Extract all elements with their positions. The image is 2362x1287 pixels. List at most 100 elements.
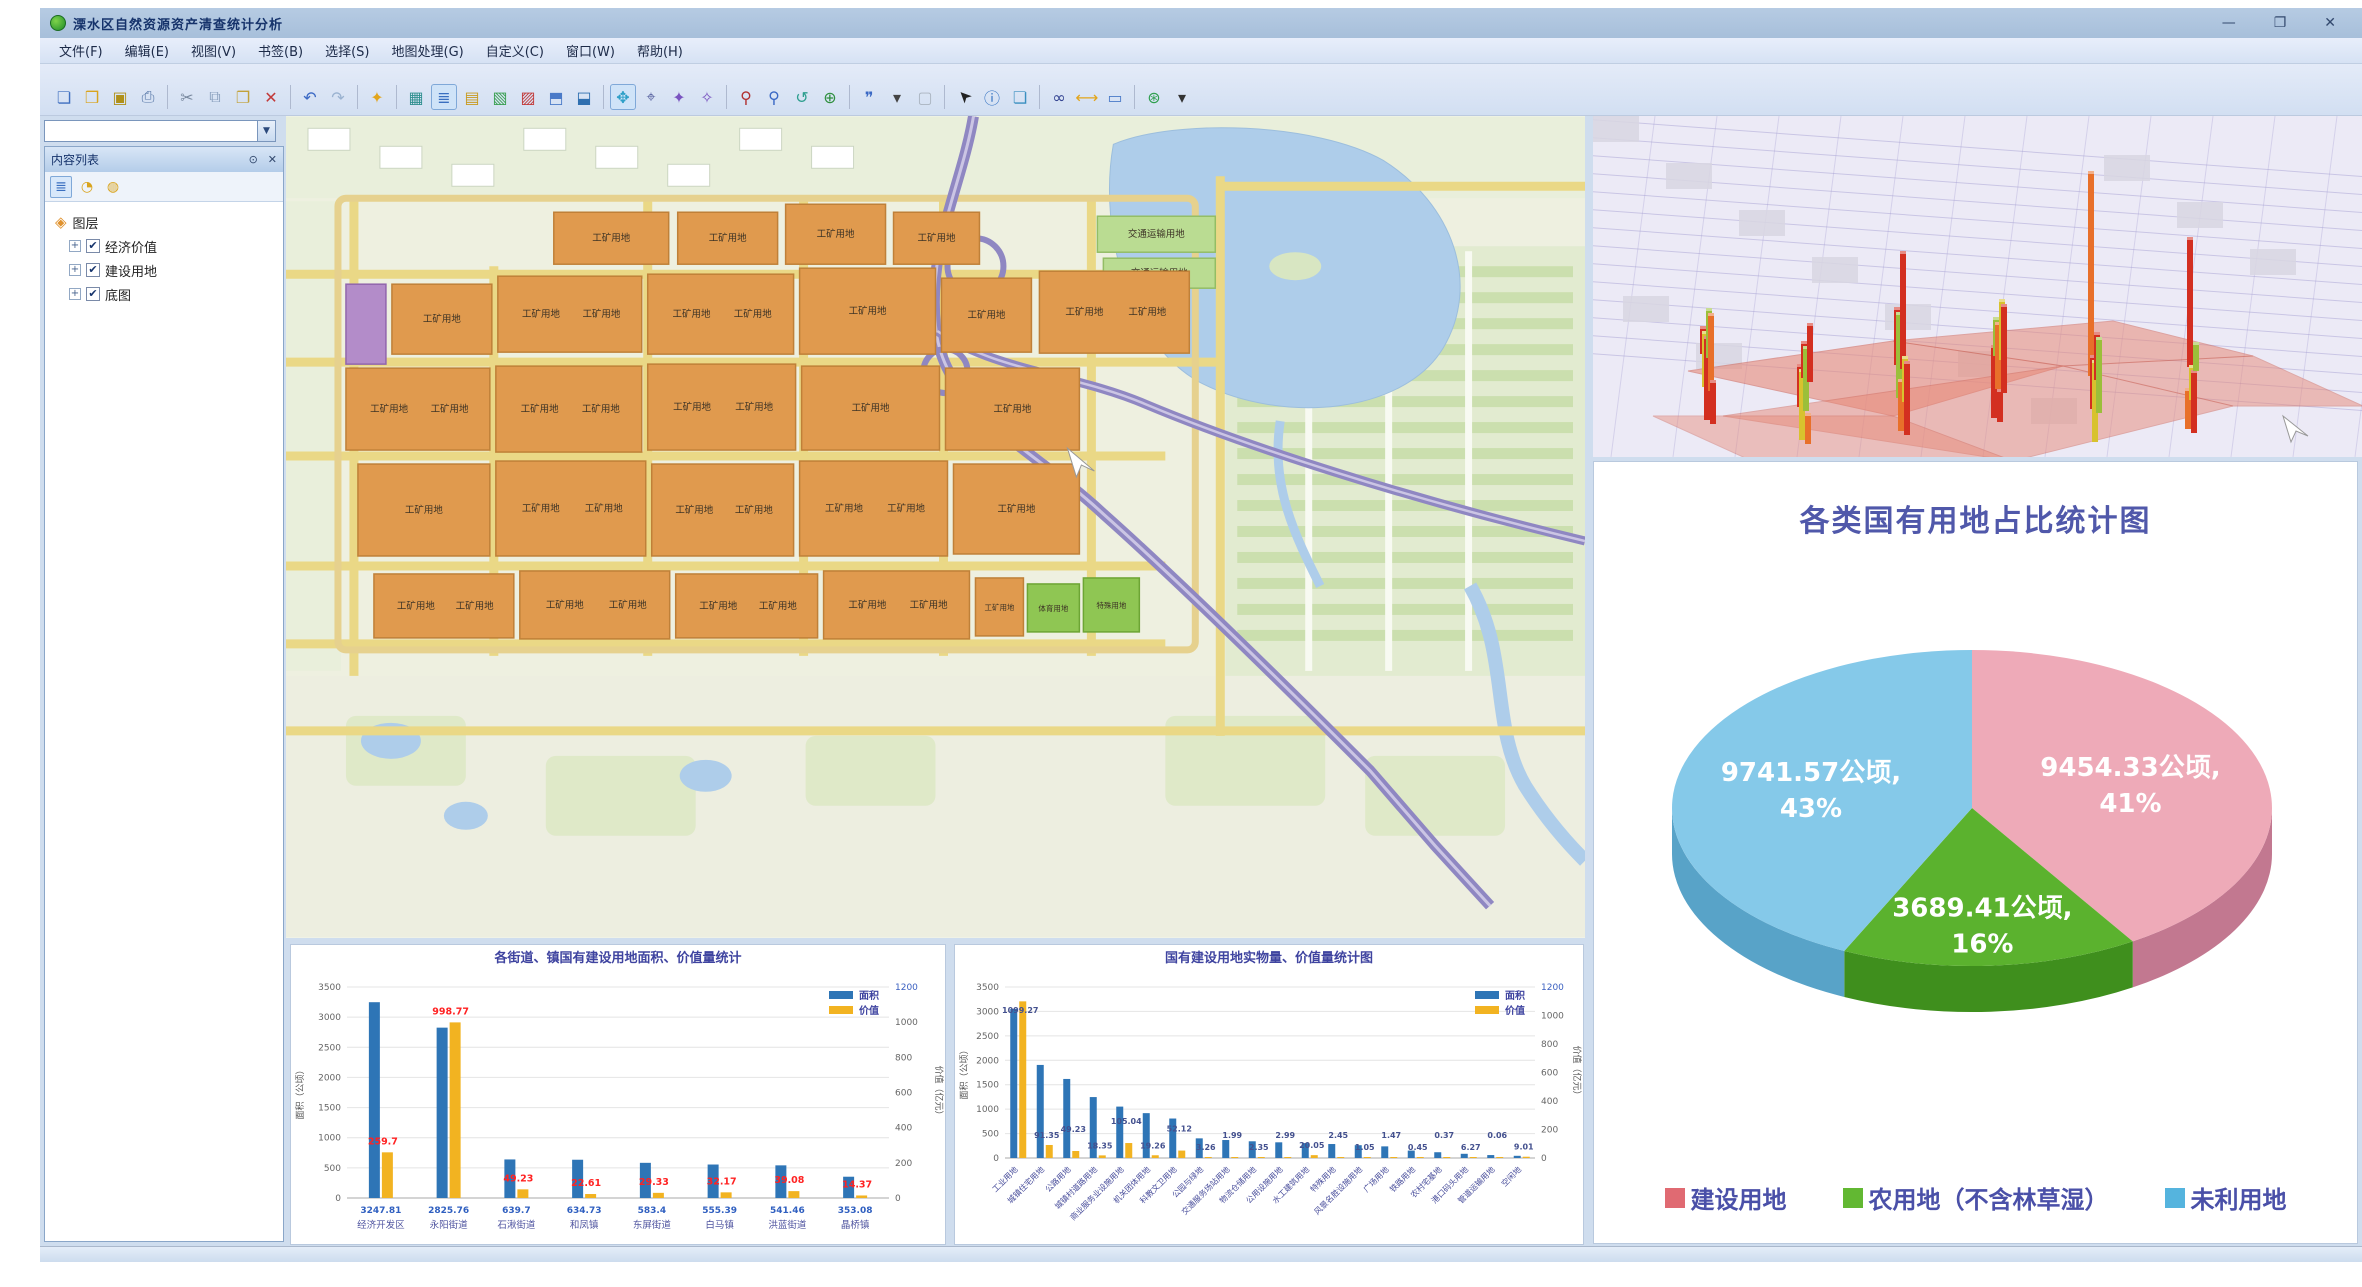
map-parcel[interactable]: [345, 367, 491, 451]
layer-tree-root[interactable]: ◈ 图层: [55, 210, 283, 234]
undo-icon[interactable]: ↶: [303, 87, 317, 107]
layer-item-0[interactable]: + ✔ 经济价值: [55, 234, 283, 258]
map-parcel[interactable]: [940, 277, 1033, 353]
map-parcel[interactable]: [646, 273, 795, 355]
menu-item-5[interactable]: 地图处理(G): [391, 45, 464, 60]
map-parcel[interactable]: [519, 570, 671, 640]
pin-icon[interactable]: ⊙: [248, 153, 258, 166]
pie-slice[interactable]: [1972, 650, 2272, 942]
zoom-pointer-icon[interactable]: ⌖: [646, 87, 656, 106]
map-parcel[interactable]: [553, 211, 670, 265]
map-parcel[interactable]: [674, 573, 819, 639]
map-parcel[interactable]: [495, 460, 647, 557]
identify-callout-icon[interactable]: ❞: [864, 87, 874, 107]
fixed-zoom-out-icon[interactable]: ✧: [700, 87, 714, 107]
map-parcel[interactable]: [952, 463, 1081, 555]
map-parcel[interactable]: [974, 577, 1025, 637]
map-parcel[interactable]: [357, 463, 491, 557]
layer-checkbox[interactable]: ✔: [86, 239, 100, 253]
print-icon[interactable]: ⎙: [141, 87, 155, 106]
full-extent-globe-icon[interactable]: ⊕: [823, 87, 837, 107]
close-icon[interactable]: ✕: [267, 153, 277, 166]
map-parcel[interactable]: [391, 283, 493, 355]
zoom-out-icon[interactable]: ⚲: [768, 87, 780, 107]
combo-input[interactable]: [45, 121, 257, 141]
map-parcel[interactable]: [800, 365, 941, 451]
delete-icon[interactable]: ✕: [264, 87, 278, 107]
layer-item-1[interactable]: + ✔ 建设用地: [55, 258, 283, 282]
map-svg[interactable]: 工矿用地工矿用地工矿用地工矿用地交通运输用地交通运输用地工矿用地工矿用地工矿用地…: [286, 115, 1590, 938]
new-document-icon[interactable]: ❏: [56, 87, 72, 107]
catalog-icon[interactable]: ▧: [492, 87, 508, 107]
info-icon[interactable]: ⓘ: [983, 89, 1000, 108]
layer-item-2[interactable]: + ✔ 底图: [55, 282, 283, 306]
model-builder-icon[interactable]: ⬓: [576, 87, 592, 107]
viewer-window-icon[interactable]: ⬒: [548, 87, 564, 107]
copy-icon[interactable]: ⧉: [209, 87, 221, 106]
html-popup-icon[interactable]: ❏: [1012, 87, 1028, 107]
expand-icon[interactable]: +: [69, 264, 81, 276]
redo-icon[interactable]: ↷: [331, 87, 345, 107]
map-parcel[interactable]: [892, 211, 981, 265]
measure-icon[interactable]: ⟷: [1075, 87, 1099, 107]
layout-view-icon[interactable]: ▤: [464, 87, 480, 107]
close-button[interactable]: ✕: [2324, 15, 2336, 31]
find-binoculars-icon[interactable]: ∞: [1052, 87, 1066, 107]
map-parcel[interactable]: [373, 573, 515, 639]
map-parcel[interactable]: [676, 211, 779, 265]
menu-item-7[interactable]: 窗口(W): [565, 45, 615, 60]
source-view-icon[interactable]: ◍: [106, 178, 120, 195]
map-parcel[interactable]: [822, 570, 971, 640]
menu-arrow-icon[interactable]: ▾: [892, 87, 902, 107]
map-parcel[interactable]: [798, 267, 937, 355]
map-tips-icon[interactable]: ▭: [1107, 87, 1123, 107]
toolbar-overflow-icon[interactable]: ▾: [1177, 87, 1187, 107]
menu-item-0[interactable]: 文件(F): [59, 45, 103, 60]
add-data-icon[interactable]: ✦: [370, 87, 384, 107]
select-cursor-icon[interactable]: ➤: [952, 85, 976, 109]
menu-item-1[interactable]: 编辑(E): [124, 45, 169, 60]
paste-icon[interactable]: ❐: [235, 87, 251, 107]
map-view-icon[interactable]: ▦: [408, 87, 424, 107]
map-parcel[interactable]: [646, 363, 797, 451]
map-view[interactable]: 工矿用地工矿用地工矿用地工矿用地交通运输用地交通运输用地工矿用地工矿用地工矿用地…: [286, 115, 1590, 938]
map-parcel[interactable]: [1038, 270, 1191, 354]
menu-item-4[interactable]: 选择(S): [325, 45, 370, 60]
open-folder-icon[interactable]: ❒: [84, 87, 100, 107]
toolbox-icon[interactable]: ▨: [520, 87, 536, 107]
fixed-zoom-in-icon[interactable]: ✦: [672, 87, 686, 107]
menu-item-2[interactable]: 视图(V): [190, 45, 237, 60]
pie-slice[interactable]: [1672, 650, 1972, 951]
map-parcel[interactable]: [1082, 577, 1141, 633]
save-icon[interactable]: ▣: [112, 87, 128, 107]
map-parcel[interactable]: [784, 203, 887, 265]
map-parcel[interactable]: [1026, 583, 1081, 633]
menu-item-3[interactable]: 书签(B): [258, 45, 304, 60]
draw-order-icon[interactable]: ◔: [80, 178, 94, 195]
scene-3d-svg[interactable]: [1542, 115, 2362, 467]
expand-icon[interactable]: +: [69, 288, 81, 300]
combo-dropdown-arrow-icon[interactable]: ▼: [257, 121, 275, 141]
layers-list-icon[interactable]: ≣: [50, 175, 72, 198]
previous-extent-icon[interactable]: ↺: [795, 87, 809, 107]
layer-checkbox[interactable]: ✔: [86, 263, 100, 277]
map-parcel[interactable]: [944, 367, 1081, 451]
restore-button[interactable]: ❐: [2273, 15, 2287, 31]
pie-slice[interactable]: [1844, 808, 2133, 966]
toolbar-combo-box[interactable]: ▼: [44, 120, 276, 142]
contents-view-icon[interactable]: ≣: [431, 84, 457, 110]
menu-item-6[interactable]: 自定义(C): [485, 45, 544, 60]
map-parcel[interactable]: [798, 460, 949, 557]
layer-checkbox[interactable]: ✔: [86, 287, 100, 301]
minimize-button[interactable]: —: [2221, 15, 2236, 31]
map-parcel[interactable]: [345, 283, 387, 365]
menu-item-8[interactable]: 帮助(H): [636, 45, 683, 60]
scene-3d-view[interactable]: [1542, 115, 2362, 467]
map-parcel[interactable]: [495, 365, 643, 453]
cut-icon[interactable]: ✂: [180, 87, 194, 107]
edit-disabled-icon[interactable]: ▢: [917, 87, 933, 107]
zoom-in-icon[interactable]: ⚲: [740, 87, 752, 107]
map-parcel[interactable]: [497, 275, 643, 353]
expand-icon[interactable]: +: [69, 240, 81, 252]
pan-icon[interactable]: ✥: [610, 84, 636, 110]
